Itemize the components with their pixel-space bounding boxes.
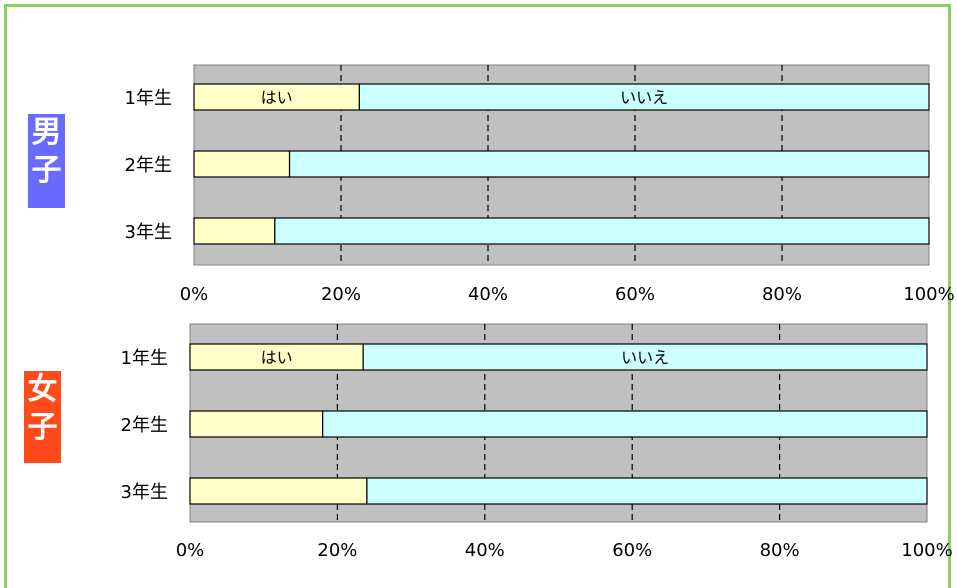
male-bar-yes: [193, 217, 276, 245]
female-bar-no: [366, 477, 928, 505]
male-x-tick-label: 60%: [615, 284, 655, 305]
male-category-label: 2年生: [125, 155, 172, 176]
female-category-label: 2年生: [121, 415, 168, 436]
male-x-tick-label: 40%: [468, 284, 508, 305]
male-bar-yes: [193, 150, 291, 178]
female-x-tick-label: 100%: [901, 540, 952, 561]
female-bar-yes: [189, 343, 364, 371]
female-bar-yes: [189, 410, 324, 438]
male-badge-char-1: 男: [31, 115, 62, 150]
chart-frame: [4, 4, 951, 588]
male-badge-char-2: 子: [31, 153, 62, 188]
female-x-tick-label: 60%: [612, 540, 652, 561]
female-badge-char-1: 女: [27, 372, 58, 407]
female-x-tick-label: 40%: [465, 540, 505, 561]
female-category-label: 3年生: [121, 482, 168, 503]
female-series-label: はい: [261, 348, 293, 367]
male-bar-no: [358, 83, 930, 111]
male-series-label: はい: [261, 88, 293, 107]
female-x-tick-label: 20%: [317, 540, 357, 561]
male-category-label: 3年生: [125, 222, 172, 243]
female-series-label: いいえ: [621, 348, 669, 367]
female-badge-char-2: 子: [27, 410, 58, 445]
male-series-label: いいえ: [620, 88, 668, 107]
male-x-tick-label: 20%: [321, 284, 361, 305]
male-bar-no: [288, 150, 930, 178]
female-bar-no: [322, 410, 928, 438]
female-category-label: 1年生: [121, 348, 168, 369]
male-category-label: 1年生: [125, 88, 172, 109]
male-bar-yes: [193, 83, 360, 111]
female-x-tick-label: 80%: [760, 540, 800, 561]
female-bar-yes: [189, 477, 368, 505]
female-x-tick-label: 0%: [176, 540, 205, 561]
female-bar-no: [362, 343, 928, 371]
male-x-tick-label: 80%: [762, 284, 802, 305]
female-badge: 女 子: [24, 371, 61, 463]
male-badge: 男 子: [28, 114, 65, 208]
male-x-tick-label: 0%: [180, 284, 209, 305]
male-x-tick-label: 100%: [903, 284, 954, 305]
male-bar-no: [274, 217, 930, 245]
